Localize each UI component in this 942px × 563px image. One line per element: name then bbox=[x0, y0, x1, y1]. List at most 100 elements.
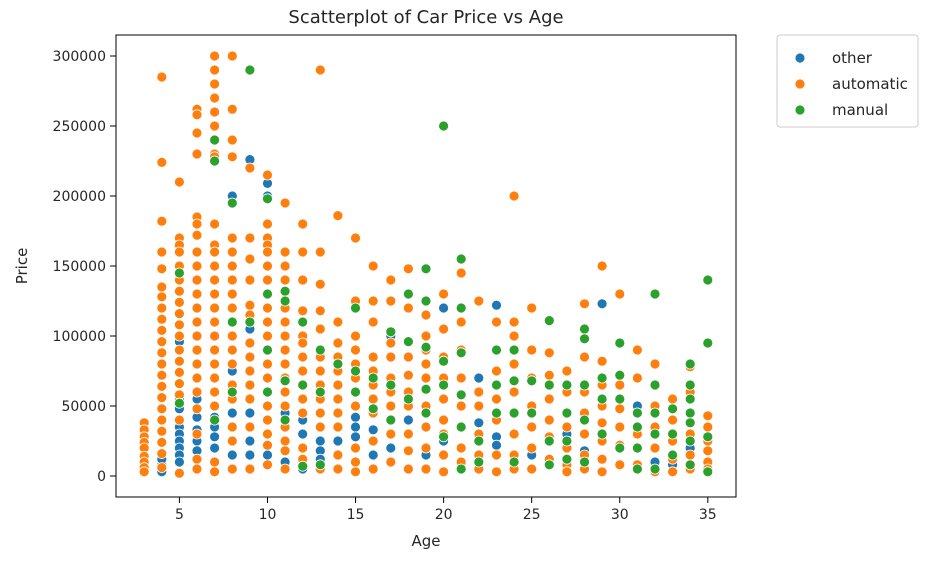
point-manual bbox=[279, 285, 291, 297]
point-automatic bbox=[191, 330, 203, 342]
point-automatic bbox=[402, 463, 414, 475]
point-manual bbox=[508, 456, 520, 468]
point-manual bbox=[438, 120, 450, 132]
x-tick-label: 25 bbox=[523, 507, 541, 523]
point-manual bbox=[385, 414, 397, 426]
y-tick-label: 100000 bbox=[53, 329, 106, 345]
point-automatic bbox=[314, 64, 326, 76]
point-automatic bbox=[385, 456, 397, 468]
point-automatic bbox=[226, 246, 238, 258]
point-automatic bbox=[191, 403, 203, 415]
point-manual bbox=[702, 431, 714, 443]
point-other bbox=[402, 414, 414, 426]
point-manual bbox=[667, 428, 678, 440]
point-automatic bbox=[191, 246, 203, 258]
point-automatic bbox=[226, 274, 238, 286]
point-manual bbox=[649, 463, 661, 475]
point-automatic bbox=[614, 421, 626, 433]
point-manual bbox=[367, 372, 379, 384]
y-tick-label: 300000 bbox=[53, 49, 106, 65]
point-manual bbox=[684, 393, 696, 405]
point-automatic bbox=[191, 428, 203, 440]
point-automatic bbox=[402, 263, 414, 275]
point-automatic bbox=[191, 127, 203, 139]
point-automatic bbox=[156, 263, 168, 275]
point-manual bbox=[244, 64, 256, 76]
point-automatic bbox=[367, 316, 379, 328]
point-other bbox=[226, 407, 238, 419]
point-automatic bbox=[314, 365, 326, 377]
point-automatic bbox=[226, 463, 238, 475]
point-manual bbox=[684, 407, 696, 419]
point-automatic bbox=[420, 372, 432, 384]
point-automatic bbox=[438, 288, 450, 300]
point-automatic bbox=[526, 421, 538, 433]
x-tick-label: 20 bbox=[435, 507, 453, 523]
point-automatic bbox=[297, 442, 309, 454]
point-automatic bbox=[350, 232, 361, 244]
point-manual bbox=[420, 383, 432, 395]
point-automatic bbox=[491, 393, 502, 405]
point-automatic bbox=[262, 169, 273, 181]
legend-label-manual: manual bbox=[832, 101, 888, 119]
point-automatic bbox=[191, 386, 203, 398]
point-manual bbox=[244, 316, 256, 328]
point-manual bbox=[614, 337, 626, 349]
point-automatic bbox=[297, 351, 309, 363]
point-manual bbox=[632, 442, 643, 454]
point-manual bbox=[438, 379, 450, 391]
point-manual bbox=[455, 463, 467, 475]
point-automatic bbox=[209, 120, 221, 132]
point-automatic bbox=[173, 176, 185, 188]
point-manual bbox=[632, 463, 643, 475]
point-automatic bbox=[173, 296, 185, 308]
point-automatic bbox=[209, 50, 221, 62]
point-manual bbox=[702, 466, 714, 478]
point-automatic bbox=[156, 291, 168, 303]
point-automatic bbox=[209, 288, 221, 300]
point-automatic bbox=[491, 365, 502, 377]
point-manual bbox=[543, 315, 555, 327]
point-automatic bbox=[209, 372, 221, 384]
point-manual bbox=[579, 323, 590, 335]
point-manual bbox=[543, 435, 555, 447]
point-automatic bbox=[262, 428, 273, 440]
point-automatic bbox=[473, 295, 485, 307]
point-manual bbox=[649, 379, 661, 391]
point-manual bbox=[297, 460, 309, 472]
point-automatic bbox=[543, 393, 555, 405]
point-automatic bbox=[209, 78, 221, 90]
point-automatic bbox=[314, 305, 326, 317]
point-automatic bbox=[191, 358, 203, 370]
point-automatic bbox=[156, 336, 168, 348]
point-manual bbox=[667, 403, 678, 415]
point-automatic bbox=[367, 463, 379, 475]
point-automatic bbox=[596, 355, 608, 367]
point-automatic bbox=[455, 442, 467, 454]
point-manual bbox=[262, 193, 273, 205]
point-manual bbox=[684, 459, 696, 471]
point-automatic bbox=[156, 425, 168, 437]
point-automatic bbox=[244, 393, 256, 405]
x-axis-ticks: 5 10 15 20 25 30 35 bbox=[175, 497, 717, 523]
point-manual bbox=[226, 197, 238, 209]
point-automatic bbox=[297, 274, 309, 286]
legend-marker-other bbox=[794, 52, 806, 64]
point-automatic bbox=[526, 442, 538, 454]
point-automatic bbox=[579, 351, 590, 363]
point-manual bbox=[350, 302, 361, 314]
point-automatic bbox=[332, 449, 344, 461]
point-automatic bbox=[491, 449, 502, 461]
point-automatic bbox=[526, 463, 538, 475]
point-automatic bbox=[244, 274, 256, 286]
point-other bbox=[297, 428, 309, 440]
point-automatic bbox=[561, 421, 573, 433]
point-manual bbox=[491, 407, 502, 419]
point-other bbox=[244, 449, 256, 461]
point-automatic bbox=[332, 407, 344, 419]
point-automatic bbox=[632, 344, 643, 356]
point-automatic bbox=[173, 285, 185, 297]
point-manual bbox=[385, 326, 397, 338]
point-automatic bbox=[209, 316, 221, 328]
legend: other automatic manual bbox=[776, 34, 919, 128]
